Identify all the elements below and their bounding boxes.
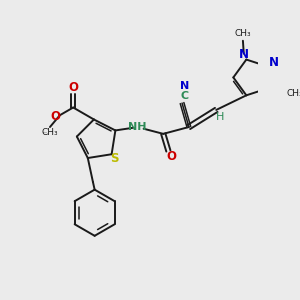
Text: O: O: [51, 110, 61, 123]
Text: N: N: [180, 81, 189, 91]
Text: CH₃: CH₃: [286, 89, 300, 98]
Text: N: N: [269, 56, 279, 70]
Text: CH₃: CH₃: [42, 128, 58, 137]
Text: S: S: [110, 152, 118, 165]
Text: methyl: methyl: [43, 131, 48, 133]
Text: O: O: [68, 81, 78, 94]
Text: H: H: [215, 112, 224, 122]
Text: N: N: [239, 48, 249, 61]
Text: O: O: [166, 150, 176, 164]
Text: C: C: [181, 91, 189, 101]
Text: CH₃: CH₃: [235, 29, 251, 38]
Text: NH: NH: [128, 122, 147, 132]
